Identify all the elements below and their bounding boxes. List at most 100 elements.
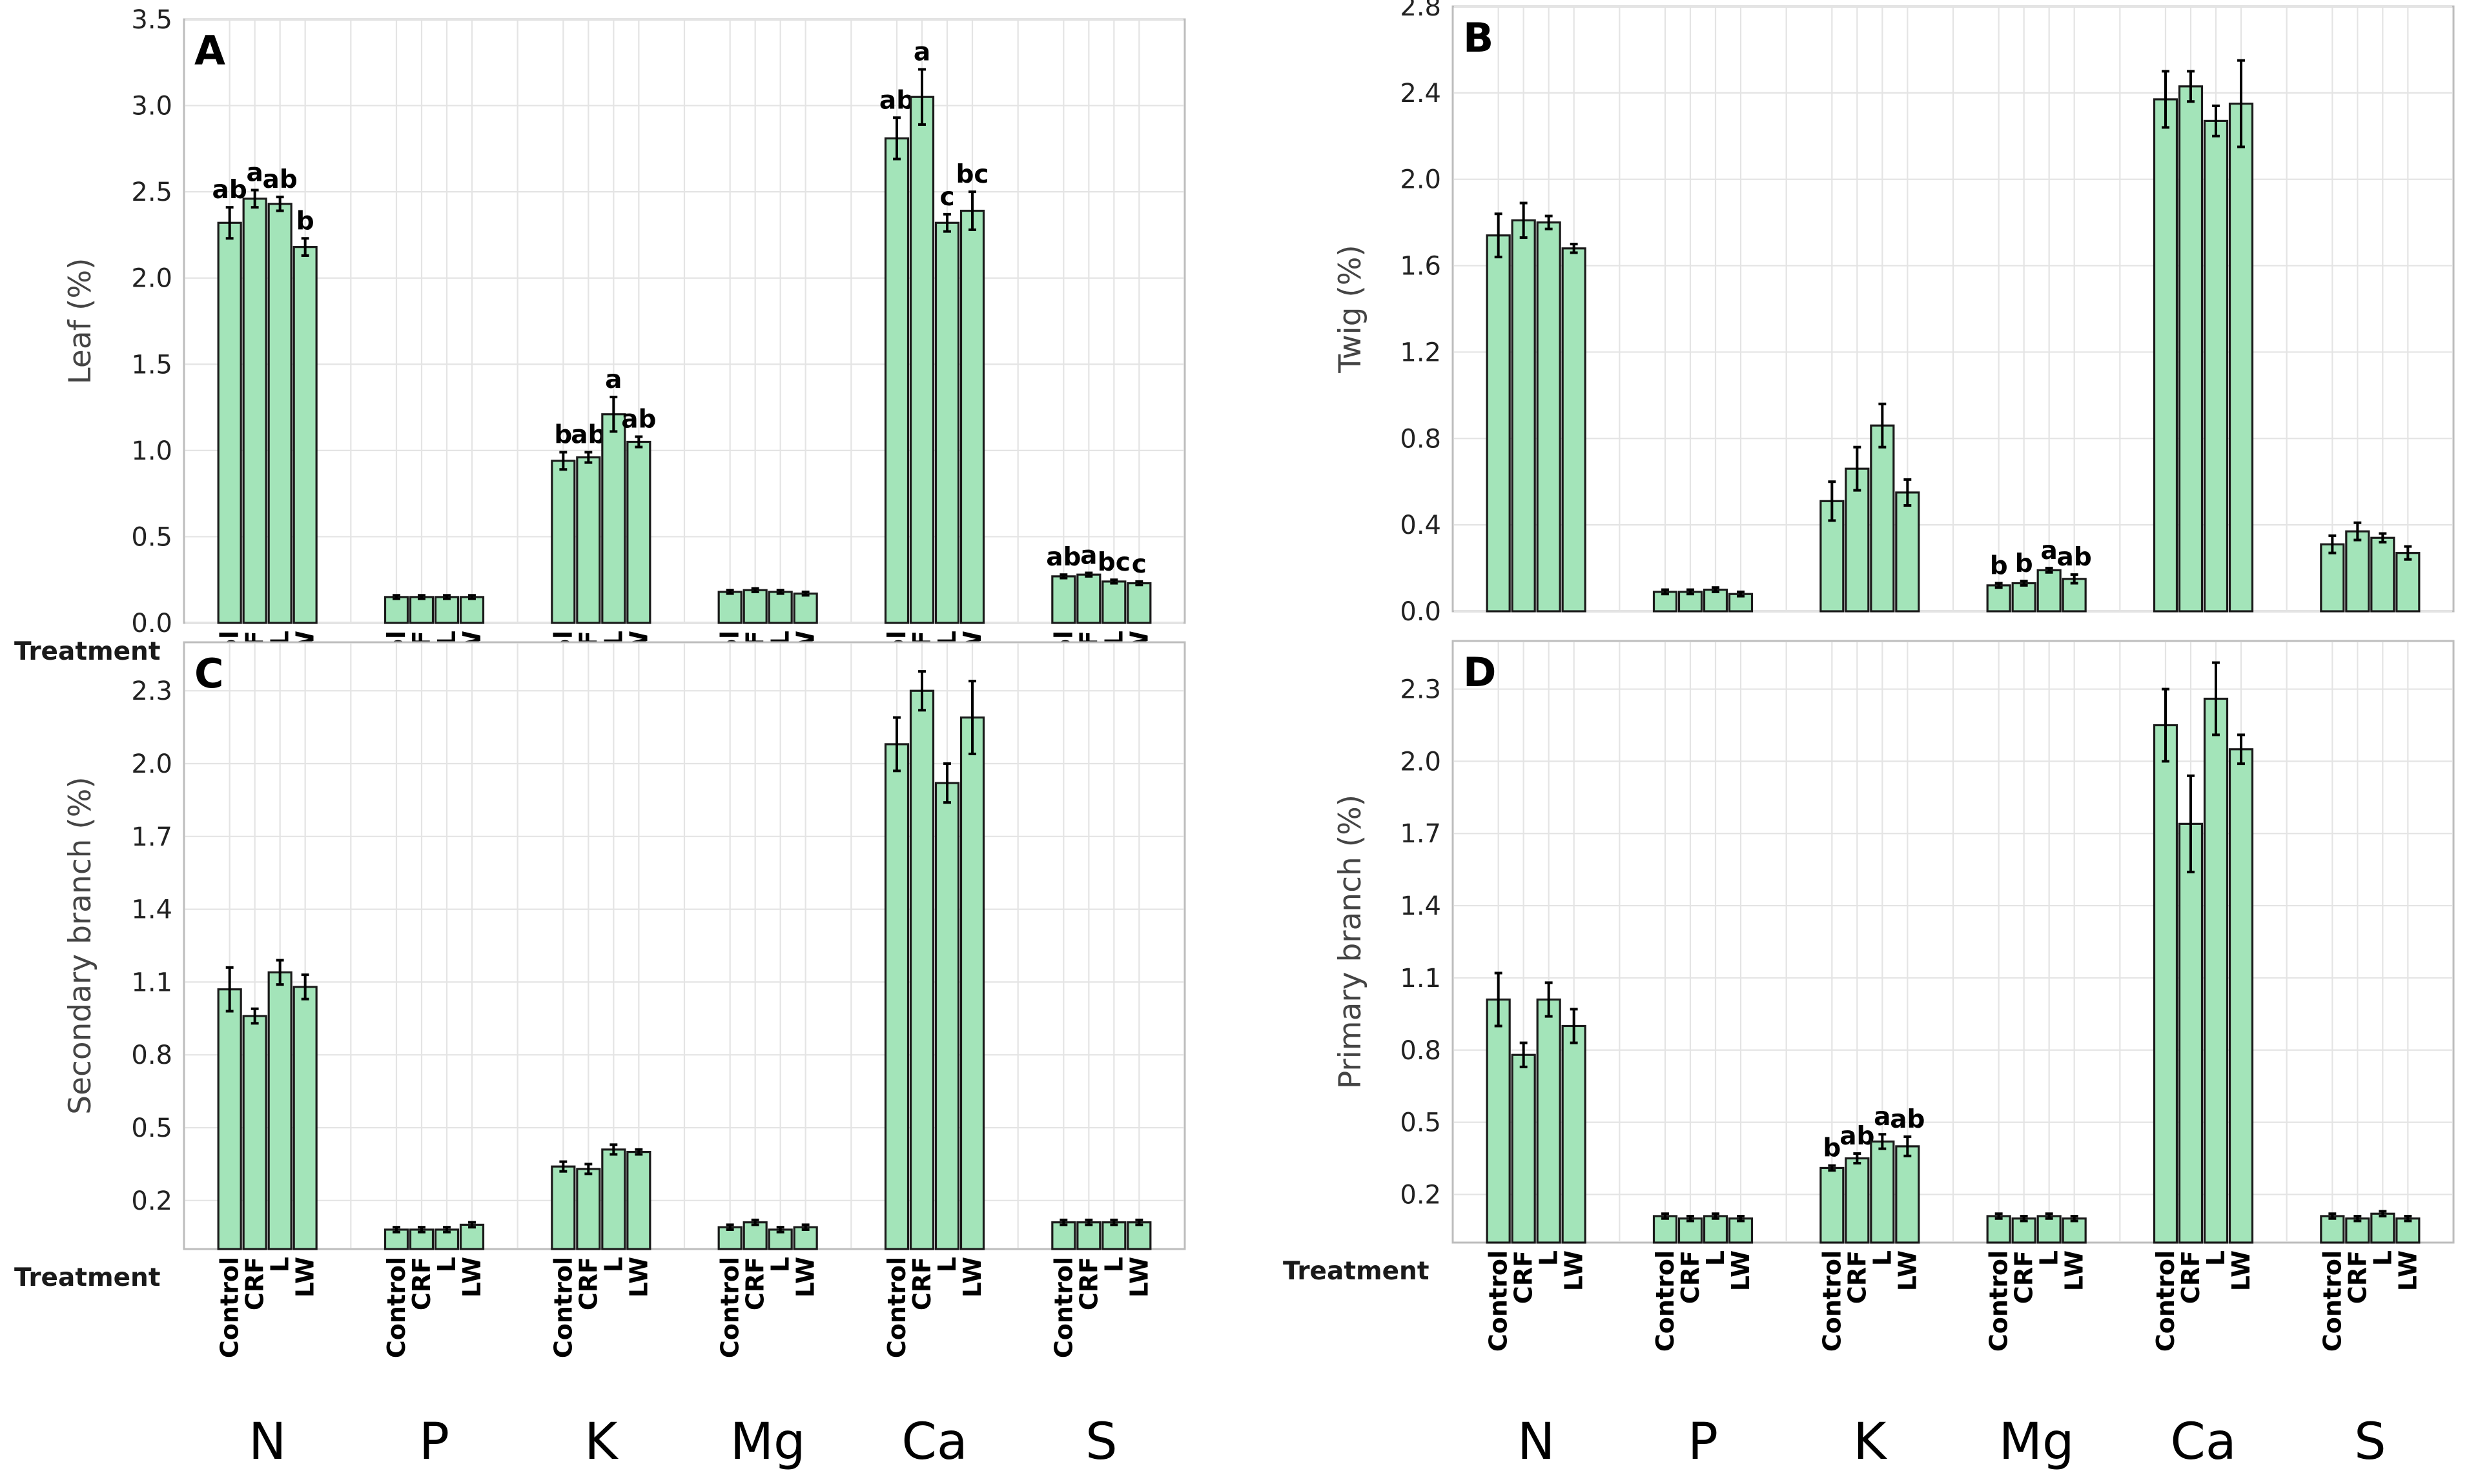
treatment-label: L <box>1701 1250 1730 1266</box>
bar-s-lw <box>1127 582 1152 624</box>
treatment-label: Control <box>1985 1250 2013 1352</box>
bar-k-l <box>1870 424 1895 613</box>
bar-ca-control <box>884 743 910 1250</box>
bar-k-lw <box>1895 491 1920 613</box>
y-tick-label: 2.3 <box>1400 675 1441 705</box>
y-axis-title: Secondary branch (%) <box>63 777 98 1115</box>
y-tick-label: 0.2 <box>1400 1180 1441 1210</box>
bar-ca-crf <box>909 96 935 624</box>
bar-mg-control <box>717 591 743 624</box>
bar-mg-lw <box>793 592 818 624</box>
bar-p-control <box>384 596 409 624</box>
bar-k-crf <box>576 456 601 624</box>
bar-s-crf <box>1076 1221 1101 1250</box>
bar-p-lw <box>1728 1217 1754 1244</box>
treatment-label: Control <box>2318 1250 2346 1352</box>
bar-ca-crf <box>909 689 935 1250</box>
significance-letter: b <box>554 421 572 450</box>
treatment-label: CRF <box>407 1257 436 1310</box>
bar-mg-control <box>1986 584 2011 613</box>
bar-ca-lw <box>2228 102 2254 613</box>
bar-mg-l <box>2036 569 2062 613</box>
treatment-axis-heading: Treatment <box>14 1263 160 1292</box>
bar-n-l <box>1536 998 1561 1244</box>
bar-n-control <box>1486 998 1511 1244</box>
significance-letter: c <box>939 183 954 212</box>
bar-k-control <box>1819 1166 1845 1244</box>
treatment-label: LW <box>624 1257 653 1297</box>
panel-letter: A <box>194 27 225 74</box>
panel-letter: C <box>194 650 224 697</box>
y-axis-title: Leaf (%) <box>63 258 98 385</box>
treatment-label: LW <box>958 1257 987 1297</box>
bar-ca-lw <box>959 716 985 1250</box>
treatment-label: LW <box>792 1257 820 1297</box>
bar-p-l <box>434 596 460 624</box>
significance-letter: a <box>605 365 622 394</box>
bar-n-lw <box>1561 1024 1586 1244</box>
y-tick-label: 0.0 <box>1400 597 1441 627</box>
y-tick-label: 1.7 <box>1400 819 1441 849</box>
bar-n-lw <box>292 246 318 624</box>
y-tick-label: 0.8 <box>1400 1036 1441 1066</box>
element-label: Ca <box>2170 1413 2236 1471</box>
significance-letter: a <box>247 158 263 187</box>
bar-s-lw <box>1127 1221 1152 1250</box>
element-label: Mg <box>1999 1413 2075 1471</box>
treatment-label: Control <box>1484 1250 1513 1352</box>
bar-n-lw <box>1561 247 1586 613</box>
treatment-label: L <box>766 1257 795 1272</box>
treatment-label: Control <box>216 1257 244 1358</box>
treatment-label: L <box>2202 1250 2230 1266</box>
bar-k-crf <box>576 1168 601 1250</box>
significance-letter: ab <box>212 176 247 205</box>
treatment-label: CRF <box>2010 1250 2038 1304</box>
element-label: N <box>249 1413 286 1471</box>
y-tick-label: 0.8 <box>131 1041 172 1070</box>
element-label: P <box>419 1413 449 1471</box>
bar-p-control <box>1652 1215 1678 1244</box>
significance-letter: b <box>1823 1134 1841 1163</box>
treatment-label: LW <box>2393 1250 2422 1291</box>
treatment-label: CRF <box>1843 1250 1871 1304</box>
element-label: Mg <box>730 1413 806 1471</box>
panel-letter: D <box>1463 649 1496 696</box>
bar-ca-l <box>2203 119 2229 613</box>
bar-n-lw <box>292 986 318 1250</box>
significance-letter: ab <box>571 421 606 450</box>
bar-ca-lw <box>2228 748 2254 1244</box>
bar-k-lw <box>626 440 651 624</box>
panel-c: 0.2 0.5 0.8 1.1 1.4 1.7 2.0 2.3 Secondary branch… <box>14 641 1186 1471</box>
y-tick-label: 2.3 <box>131 676 172 706</box>
bar-ca-control <box>884 137 910 624</box>
treatment-label: Control <box>1049 1257 1078 1358</box>
bar-n-l <box>267 203 292 624</box>
significance-letter: a <box>1874 1103 1890 1132</box>
y-tick-label: 2.0 <box>1400 747 1441 777</box>
treatment-label: CRF <box>908 1257 936 1310</box>
y-tick-label: 1.2 <box>1400 338 1441 367</box>
y-tick-label: 2.4 <box>1400 79 1441 108</box>
y-tick-label: 1.5 <box>131 350 172 380</box>
bar-k-control <box>551 1165 576 1250</box>
y-tick-label: 0.8 <box>1400 424 1441 454</box>
y-tick-label: 2.5 <box>131 178 172 207</box>
bar-mg-control <box>1986 1215 2011 1244</box>
bar-ca-control <box>2153 98 2178 613</box>
treatment-label: L <box>1868 1250 1896 1266</box>
treatment-label: CRF <box>741 1257 770 1310</box>
bar-n-l <box>1536 221 1561 613</box>
bar-p-l <box>1703 1215 1728 1244</box>
treatment-axis-heading: Treatment <box>14 637 160 666</box>
element-label: P <box>1688 1413 1718 1471</box>
panel-letter: B <box>1463 14 1493 61</box>
treatment-label: LW <box>2227 1250 2255 1291</box>
bar-s-l <box>2370 1212 2395 1244</box>
treatment-label: Control <box>382 1257 411 1358</box>
y-tick-label: 2.0 <box>1400 165 1441 195</box>
bar-p-l <box>434 1228 460 1250</box>
bar-k-l <box>601 413 626 624</box>
treatment-label: CRF <box>2177 1250 2205 1304</box>
